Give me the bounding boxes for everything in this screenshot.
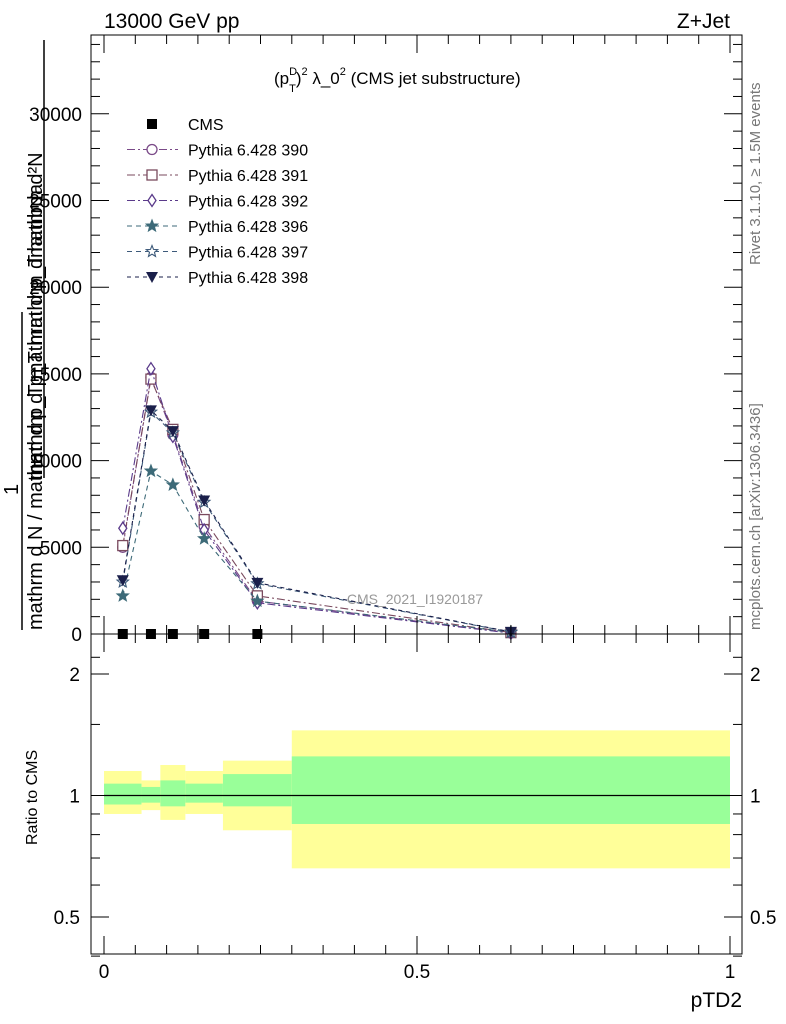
ratio-x-axis: 0 0.5 1 (99, 634, 736, 983)
data-point (165, 477, 181, 491)
y-label-den1: mathrm d p_T mathrm d lambda (25, 183, 47, 480)
ratio-band-inner (222, 774, 292, 807)
legend-entry: Pythia 6.428 396 (127, 218, 308, 236)
data-point (116, 575, 129, 587)
header-left: 13000 GeV pp (104, 10, 239, 33)
ratio-band-inner (141, 786, 161, 803)
main-y-tick-label: 25000 (29, 192, 82, 213)
legend-entry: Pythia 6.428 397 (127, 243, 308, 262)
x-tick-label: 0 (99, 962, 110, 983)
main-y-tick-label: 0 (71, 625, 82, 646)
data-point (146, 272, 158, 283)
ratio-y-tick-label: 0.5 (54, 908, 80, 929)
x-tick-label: 0.5 (404, 962, 430, 983)
series-396 (115, 463, 519, 639)
legend-label: Pythia 6.428 398 (188, 270, 308, 287)
data-point (143, 463, 159, 478)
data-point (147, 193, 157, 208)
y-label-numerator: mathrm d²N (25, 152, 47, 258)
main-y-tick-label: 10000 (29, 452, 82, 473)
legend-label: Pythia 6.428 392 (188, 194, 308, 211)
legend-entry: Pythia 6.428 391 (127, 168, 308, 185)
legend-entry: CMS (147, 117, 224, 134)
main-y-tick-label: 5000 (40, 538, 82, 559)
ratio-band-inner (104, 783, 142, 805)
legend-label: Pythia 6.428 391 (188, 168, 308, 185)
ratio-y-label: Ratio to CMS (24, 750, 41, 845)
data-point (146, 143, 158, 156)
ratio-y-tick-label-right: 0.5 (750, 908, 776, 929)
ratio-band-inner (160, 780, 186, 807)
legend-entry: Pythia 6.428 390 (127, 143, 308, 160)
main-x-axis (103, 35, 731, 634)
data-point (198, 495, 211, 507)
y-label-den2: mathrm d N / mathrm d p_T mathrm d p_T (25, 255, 47, 630)
ratio-y-axis: 0.5 0.5 1 1 2 2 (54, 656, 776, 957)
ratio-y-tick-label-right: 2 (750, 665, 761, 686)
watermark: CMS_2021_I1920187 (347, 591, 483, 607)
main-panel: (pD T)2 λ_02 (CMS jet substructure) 0 5000… (29, 34, 743, 646)
ratio-y-tick-label: 1 (69, 787, 80, 808)
y-label-prefix: 1 (1, 484, 23, 495)
data-point (117, 521, 128, 536)
legend-label: Pythia 6.428 396 (188, 219, 308, 236)
plot-title: (pD T)2 λ_02 (CMS jet substructure) (274, 66, 521, 95)
legend-label: Pythia 6.428 390 (188, 143, 308, 160)
side-label-rivet: Rivet 3.1.10, ≥ 1.5M events (747, 83, 764, 266)
x-tick-label: 1 (725, 962, 736, 983)
data-point (197, 531, 212, 545)
series-line (122, 375, 511, 634)
main-y-label: mathrm d²N mathrm d p_T mathrm d lambda … (1, 40, 47, 630)
data-point (146, 361, 156, 376)
data-point (117, 539, 129, 552)
ratio-panel: 0.5 0.51 12 2 0 0.5 1 Ratio to CMS pTD2 (24, 633, 776, 1012)
main-y-tick-label: 15000 (29, 365, 82, 386)
series-398 (116, 405, 517, 638)
data-point (144, 405, 157, 417)
header-right: Z+Jet (677, 10, 730, 33)
ratio-y-tick-label-right: 1 (750, 787, 761, 808)
data-point (146, 169, 158, 181)
data-point (115, 588, 130, 602)
x-axis-label: pTD2 (691, 989, 742, 1012)
data-point (250, 593, 265, 608)
legend-entry: Pythia 6.428 392 (127, 193, 308, 211)
main-y-tick-label: 20000 (29, 278, 82, 299)
ratio-band-inner (291, 756, 730, 824)
ratio-bands (104, 730, 730, 869)
legend: CMS Pythia 6.428 390 Pythia 6.428 391 Pythi… (127, 117, 308, 287)
data-point (144, 243, 160, 258)
legend-label: Pythia 6.428 397 (188, 245, 308, 262)
legend-label: CMS (188, 117, 224, 134)
side-label-mcplots: mcplots.cern.ch [arXiv:1306.3436] (747, 403, 764, 630)
ratio-y-tick-label: 2 (69, 665, 80, 686)
data-point (147, 119, 157, 129)
data-point (144, 218, 160, 233)
main-y-tick-label: 30000 (29, 105, 82, 126)
data-point (166, 426, 179, 438)
series-line (122, 409, 512, 633)
series-line (122, 368, 511, 634)
data-point (251, 577, 264, 589)
ratio-band-inner (185, 783, 223, 803)
main-y-axis: 0 5000 10000 15000 20000 25000 30000 (29, 43, 742, 646)
legend-entry: Pythia 6.428 398 (127, 270, 308, 287)
